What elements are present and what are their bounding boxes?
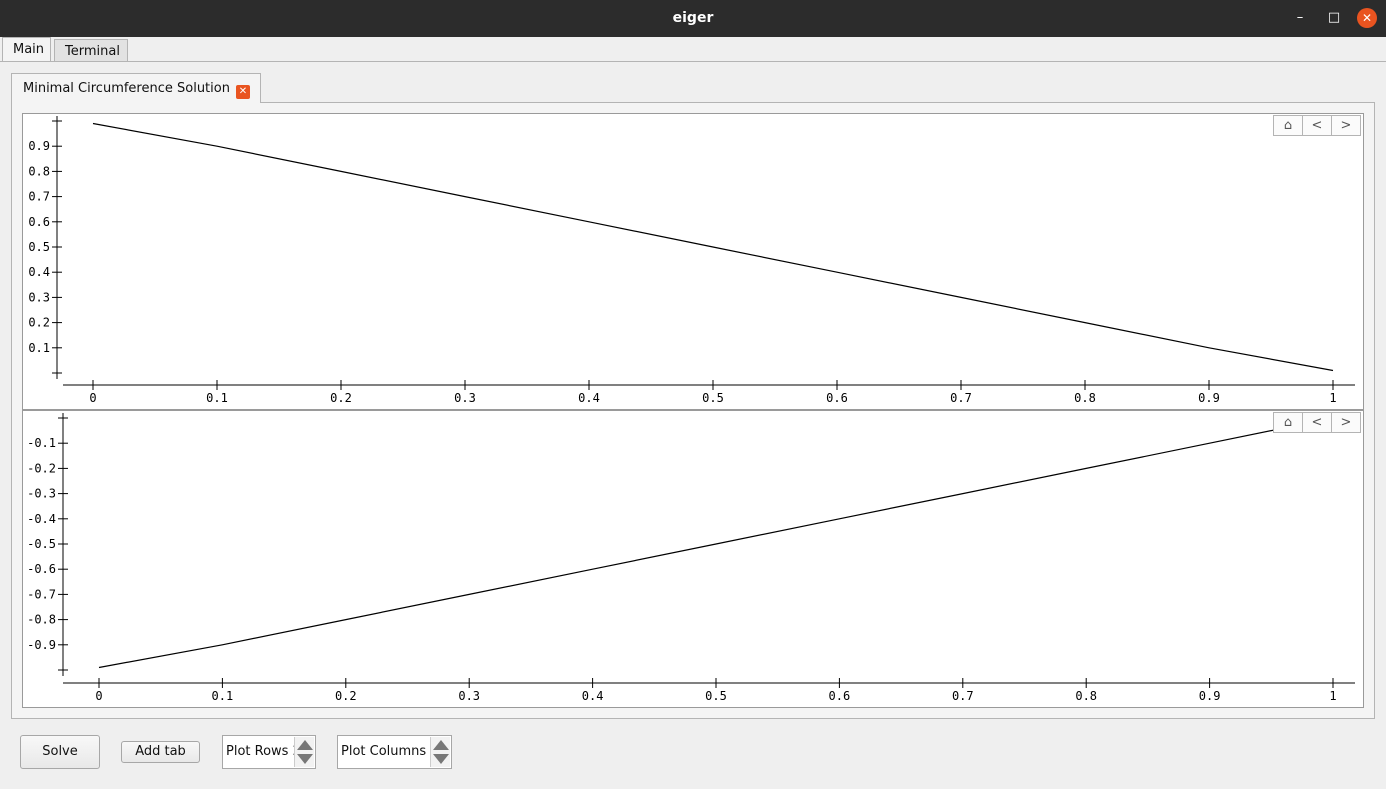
plot-top-toolbar: ⌂ < > bbox=[1273, 115, 1361, 136]
x-tick-label: 1 bbox=[1329, 391, 1336, 405]
x-tick-label: 0 bbox=[95, 689, 102, 703]
x-tick-label: 0.8 bbox=[1075, 689, 1097, 703]
y-tick-label: -0.6 bbox=[27, 562, 56, 576]
spin-down-icon bbox=[433, 754, 449, 764]
plot-bottom-toolbar: ⌂ < > bbox=[1273, 412, 1361, 433]
y-tick-label: -0.3 bbox=[27, 487, 56, 501]
x-tick-label: 0.8 bbox=[1074, 391, 1096, 405]
x-tick-label: 0.5 bbox=[702, 391, 724, 405]
spin-up-icon bbox=[433, 740, 449, 750]
x-tick-label: 0.2 bbox=[330, 391, 352, 405]
y-tick-label: 0.3 bbox=[28, 290, 50, 304]
plot-rows-stepper[interactable] bbox=[294, 737, 314, 767]
y-tick-label: -0.9 bbox=[27, 638, 56, 652]
x-tick-label: 0.3 bbox=[458, 689, 480, 703]
y-tick-label: 0.7 bbox=[28, 190, 50, 204]
plot-columns-spinbox[interactable]: Plot Columns 1 bbox=[337, 735, 452, 769]
plot-rows-label: Plot Rows bbox=[226, 744, 289, 759]
forward-icon[interactable]: > bbox=[1331, 115, 1361, 136]
x-tick-label: 0.7 bbox=[952, 689, 974, 703]
plot-bottom-canvas[interactable]: 0 0.1 0.2 0.3 0.4 0.5 0.6 0.7 0.8 0.9 1 -0.1 -0.2 -0.… bbox=[23, 411, 1363, 707]
main-tab-bar: Main Terminal bbox=[0, 37, 1386, 63]
x-tick-label: 0.9 bbox=[1199, 689, 1221, 703]
x-tick-label: 0.1 bbox=[206, 391, 228, 405]
plot-bottom[interactable]: 0 0.1 0.2 0.3 0.4 0.5 0.6 0.7 0.8 0.9 1 -0.1 -0.2 -0.… bbox=[22, 410, 1364, 708]
x-tick-label: 0 bbox=[89, 391, 96, 405]
y-tick-label: -0.4 bbox=[27, 512, 56, 526]
plot-columns-stepper[interactable] bbox=[430, 737, 450, 767]
x-tick-label: 0.4 bbox=[582, 689, 604, 703]
x-tick-label: 0.7 bbox=[950, 391, 972, 405]
add-tab-button[interactable]: Add tab bbox=[121, 741, 200, 763]
y-tick-label: 0.9 bbox=[28, 139, 50, 153]
y-tick-label: -0.7 bbox=[27, 587, 56, 601]
y-tick-label: 0.1 bbox=[28, 341, 50, 355]
tab-main[interactable]: Main bbox=[2, 37, 51, 63]
inner-tab-label: Minimal Circumference Solution bbox=[23, 81, 230, 96]
back-icon[interactable]: < bbox=[1302, 412, 1332, 433]
spin-up-icon bbox=[297, 740, 313, 750]
back-icon[interactable]: < bbox=[1302, 115, 1332, 136]
x-tick-label: 0.6 bbox=[826, 391, 848, 405]
tab-terminal[interactable]: Terminal bbox=[54, 39, 128, 63]
series-line bbox=[92, 122, 1334, 372]
y-tick-label: 0.2 bbox=[28, 316, 50, 330]
plot-top[interactable]: 0 0.1 0.2 0.3 0.4 0.5 0.6 0.7 0.8 0.9 1 0.1 0.2 0.3 0.… bbox=[22, 113, 1364, 410]
y-tick-label: -0.1 bbox=[27, 436, 56, 450]
x-tick-label: 0.6 bbox=[829, 689, 851, 703]
x-tick-label: 0.3 bbox=[454, 391, 476, 405]
x-tick-label: 1 bbox=[1329, 689, 1336, 703]
close-tab-icon[interactable]: ✕ bbox=[235, 85, 250, 99]
tab-minimal-circumference-solution[interactable]: Minimal Circumference Solution ✕ bbox=[11, 73, 261, 103]
window-title: eiger bbox=[672, 10, 714, 26]
x-tick-label: 0.9 bbox=[1198, 391, 1220, 405]
y-tick-label: 0.6 bbox=[28, 215, 50, 229]
plot-columns-label: Plot Columns bbox=[341, 744, 427, 759]
home-icon[interactable]: ⌂ bbox=[1273, 115, 1303, 136]
y-tick-label: -0.8 bbox=[27, 613, 56, 627]
forward-icon[interactable]: > bbox=[1331, 412, 1361, 433]
spin-down-icon bbox=[297, 754, 313, 764]
y-tick-label: 0.5 bbox=[28, 240, 50, 254]
y-tick-label: -0.2 bbox=[27, 461, 56, 475]
y-tick-label: -0.5 bbox=[27, 537, 56, 551]
x-tick-label: 0.5 bbox=[705, 689, 727, 703]
x-tick-label: 0.1 bbox=[212, 689, 234, 703]
series-line bbox=[98, 427, 1284, 669]
home-icon[interactable]: ⌂ bbox=[1273, 412, 1303, 433]
maximize-icon[interactable]: □ bbox=[1327, 10, 1341, 25]
y-tick-label: 0.8 bbox=[28, 164, 50, 178]
y-tick-label: 0.4 bbox=[28, 265, 50, 279]
plot-top-canvas[interactable]: 0 0.1 0.2 0.3 0.4 0.5 0.6 0.7 0.8 0.9 1 0.1 0.2 0.3 0.… bbox=[23, 114, 1363, 409]
solve-button[interactable]: Solve bbox=[20, 735, 100, 769]
plot-rows-spinbox[interactable]: Plot Rows 2 bbox=[222, 735, 316, 769]
x-tick-label: 0.4 bbox=[578, 391, 600, 405]
title-bar: eiger – □ ✕ bbox=[0, 0, 1386, 37]
close-icon[interactable]: ✕ bbox=[1357, 8, 1377, 28]
x-tick-label: 0.2 bbox=[335, 689, 357, 703]
minimize-icon[interactable]: – bbox=[1296, 10, 1304, 25]
